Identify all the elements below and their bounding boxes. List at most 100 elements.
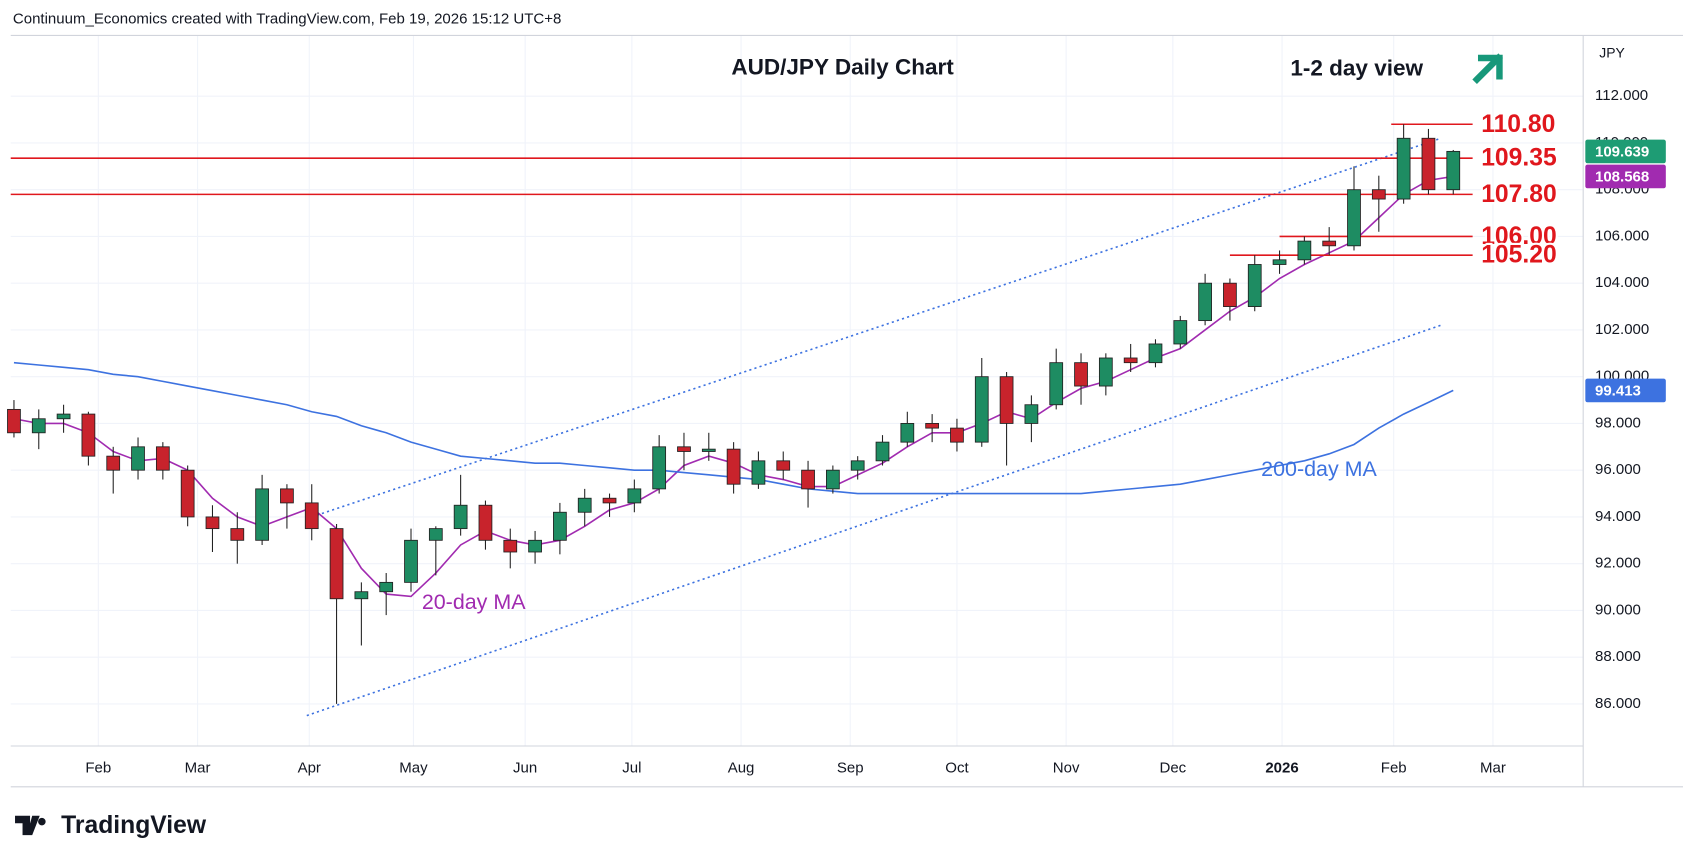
candle-body xyxy=(31,418,46,434)
candle-body xyxy=(1371,189,1386,200)
x-tick-label: Jul xyxy=(622,759,641,776)
x-tick-label: Aug xyxy=(728,759,755,776)
x-tick-label: Sep xyxy=(837,759,864,776)
candle-body xyxy=(7,408,21,434)
candle-body xyxy=(627,488,642,504)
candle-body xyxy=(726,448,741,485)
candle-body xyxy=(925,423,940,429)
ma-label: 200-day MA xyxy=(1261,457,1377,481)
candle-body xyxy=(1074,362,1088,387)
logo: TradingView xyxy=(15,812,207,839)
candle-body xyxy=(255,488,269,541)
y-tick-label: 106.000 xyxy=(1595,227,1649,244)
y-tick-label: 92.000 xyxy=(1595,555,1641,572)
candle-body xyxy=(1173,320,1188,345)
price-tag-label: 109.639 xyxy=(1595,143,1649,160)
candle-body xyxy=(1247,264,1262,307)
x-tick-label: Mar xyxy=(185,759,211,776)
candle-body xyxy=(404,539,418,583)
x-tick-label: Oct xyxy=(945,759,969,776)
x-tick-label: May xyxy=(399,759,428,776)
candle-body xyxy=(1024,404,1039,424)
candle-body xyxy=(801,469,815,490)
view-note: 1-2 day view xyxy=(1290,56,1423,81)
y-tick-label: 86.000 xyxy=(1595,695,1641,712)
candle-body xyxy=(826,469,840,490)
x-tick-label: 2026 xyxy=(1265,759,1298,776)
x-tick-label: Apr xyxy=(298,759,321,776)
candle-body xyxy=(528,539,542,553)
y-tick-label: 90.000 xyxy=(1595,601,1641,618)
candle-body xyxy=(354,591,369,600)
candle-body xyxy=(950,427,964,443)
candle-body xyxy=(428,528,443,541)
chart-title: AUD/JPY Daily Chart xyxy=(731,55,954,80)
candle-body xyxy=(577,497,592,513)
candle-body xyxy=(751,460,766,485)
candle-body xyxy=(875,441,890,462)
y-tick-label: 112.000 xyxy=(1595,87,1648,104)
candle-body xyxy=(1347,189,1361,247)
candle-body xyxy=(106,455,121,471)
candle-body xyxy=(180,469,195,518)
candle-body xyxy=(602,497,617,504)
candle-body xyxy=(1123,357,1138,364)
candle-body xyxy=(999,376,1014,424)
candle-body xyxy=(280,488,294,504)
candle-body xyxy=(701,448,716,452)
candle-body xyxy=(81,413,96,457)
level-label: 106.00 xyxy=(1481,223,1556,250)
candle-body xyxy=(1421,137,1436,191)
price-tag-label: 108.568 xyxy=(1595,168,1649,185)
x-tick-label: Feb xyxy=(1381,759,1407,776)
arrow-icon xyxy=(1472,53,1503,84)
price-tag xyxy=(1585,164,1666,189)
candle-body xyxy=(379,581,394,593)
y-tick-label: 88.000 xyxy=(1595,648,1641,665)
price-tag xyxy=(1585,378,1666,403)
candle-body xyxy=(1297,240,1312,261)
level-label: 107.80 xyxy=(1481,181,1556,208)
candle-body xyxy=(900,423,915,443)
candle-body xyxy=(205,516,220,530)
header: Continuum_Economics created with Trading… xyxy=(13,10,562,27)
y-tick-label: 104.000 xyxy=(1595,274,1649,291)
y-tick-label: 98.000 xyxy=(1595,414,1641,431)
candle-body xyxy=(1148,343,1163,364)
candle-body xyxy=(677,446,691,452)
candle-body xyxy=(1223,282,1237,307)
candle-body xyxy=(652,446,667,490)
x-tick-label: Feb xyxy=(85,759,111,776)
candle-body xyxy=(56,413,71,420)
y-tick-label: 96.000 xyxy=(1595,461,1641,478)
overlay: 20-day MA 200-day MA 110.80 109.35 107.80 106… xyxy=(422,109,1666,614)
y-tick-label: 94.000 xyxy=(1595,508,1641,525)
axis-unit: JPY xyxy=(1599,44,1625,60)
candle-body xyxy=(131,446,145,471)
candle-body xyxy=(1198,282,1212,322)
candle-body xyxy=(974,376,989,443)
candle-body xyxy=(329,528,344,600)
candle-body xyxy=(1446,150,1461,191)
plot xyxy=(7,123,1473,717)
x-tick-label: Nov xyxy=(1053,759,1080,776)
candle-body xyxy=(1322,240,1337,247)
y-tick-label: 102.000 xyxy=(1595,321,1649,338)
x-tick-label: Dec xyxy=(1159,759,1186,776)
candle-body xyxy=(1098,357,1113,387)
candle-body xyxy=(1396,137,1411,200)
level-label: 110.80 xyxy=(1481,111,1555,138)
level-label: 105.20 xyxy=(1481,242,1556,269)
price-tag xyxy=(1585,139,1666,164)
candle-body xyxy=(230,528,245,541)
logo-text: TradingView xyxy=(61,812,207,839)
candle-body xyxy=(553,511,567,541)
candle-body xyxy=(155,446,170,471)
level-label: 109.35 xyxy=(1481,145,1557,172)
trendline xyxy=(306,324,1442,717)
x-tick-label: Mar xyxy=(1480,759,1506,776)
candle-body xyxy=(1049,362,1064,406)
